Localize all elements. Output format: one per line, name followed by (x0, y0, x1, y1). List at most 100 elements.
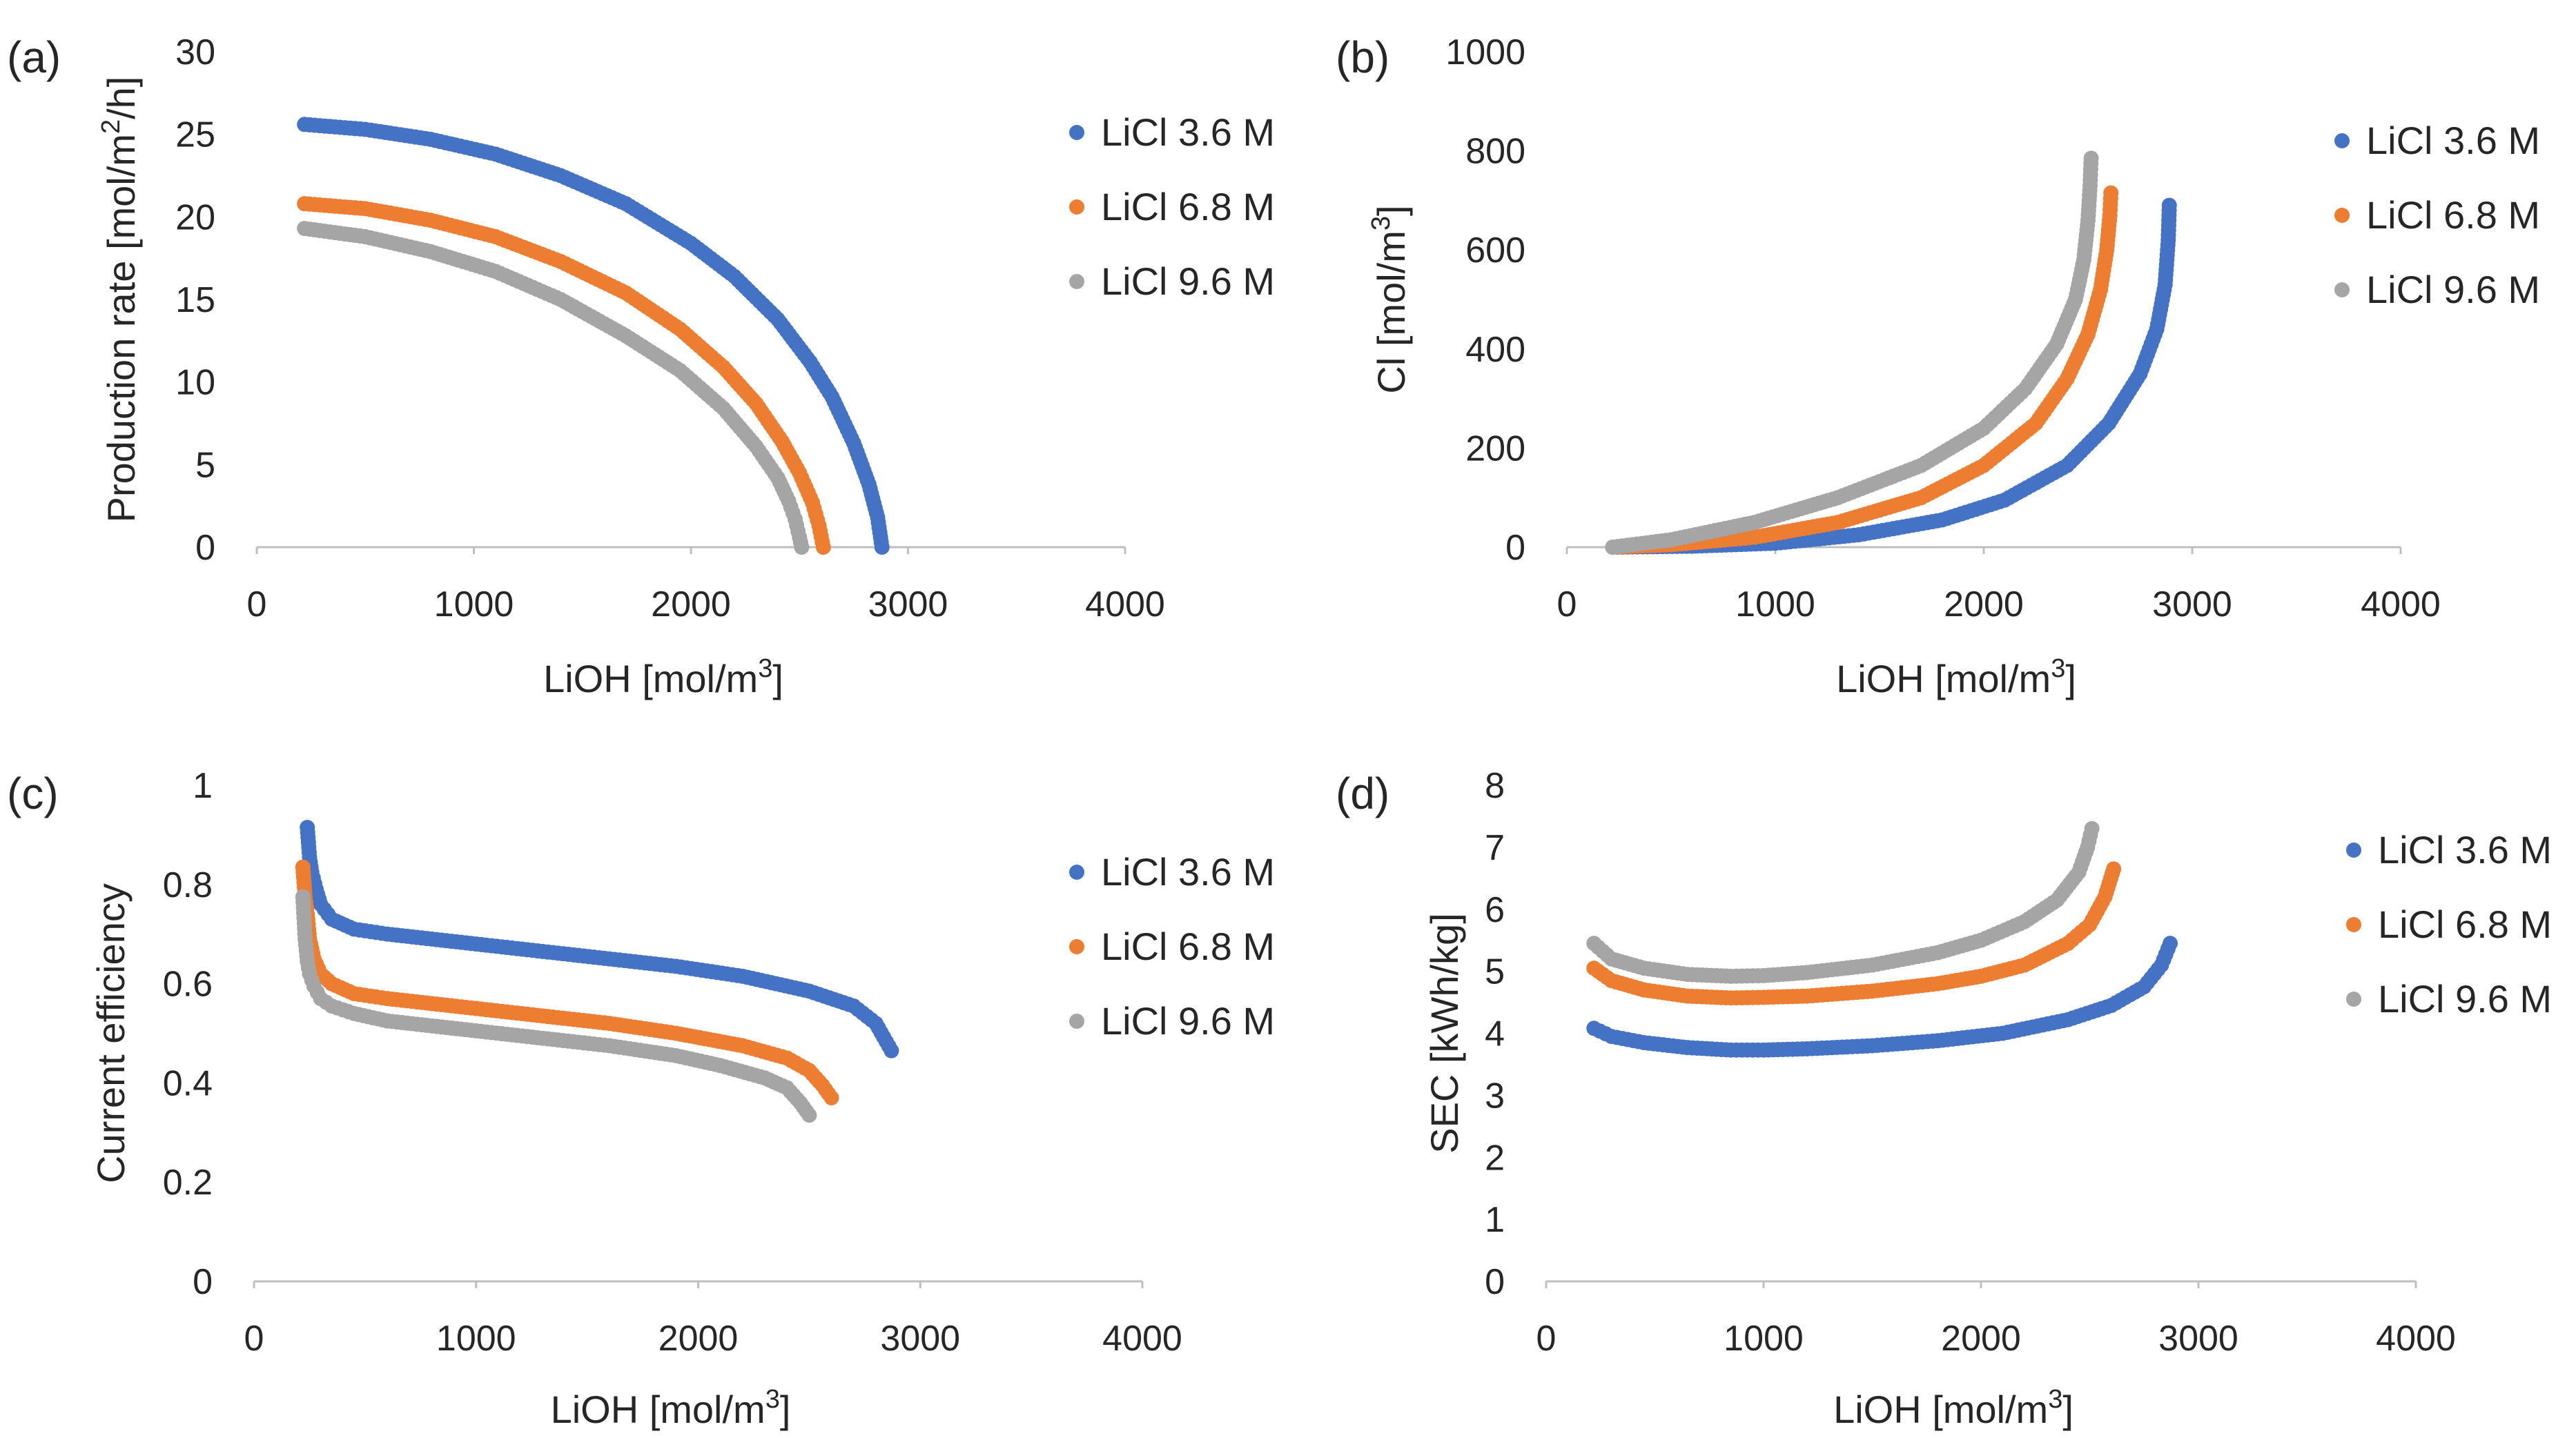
panel-d-ytick-7: 7 (1485, 828, 1505, 868)
panel-b-points (1605, 150, 2177, 555)
panel-a-xtick-3: 3000 (868, 584, 948, 624)
panel-c-xtick-labels: 0 1000 2000 3000 4000 (244, 1281, 1182, 1359)
panel-b-ytick-0: 0 (1505, 528, 1525, 568)
panel-b-ytick-2: 400 (1465, 330, 1525, 370)
panel-b-y-title: Cl [mol/m3] (1367, 205, 1413, 393)
panel-a-y-title: Production rate [mol/m2/h] (97, 77, 143, 523)
panel-d-legend-marker-2 (2346, 917, 2361, 932)
panel-c-series-3-marker (297, 926, 313, 942)
panel-a-series-2-marker (814, 534, 830, 550)
panel-d-xtick-labels: 0 1000 2000 3000 4000 (1536, 1281, 2456, 1359)
panel-a-ytick-2: 10 (175, 363, 215, 403)
panel-a-ytick-3: 15 (175, 280, 215, 320)
panel-c-series-2-marker (821, 1085, 837, 1101)
panel-c-ytick-labels: 0 0.2 0.4 0.6 0.8 1 (163, 766, 213, 1302)
panel-c-ytick-5: 1 (193, 766, 213, 806)
panel-d-xtick-1: 1000 (1724, 1319, 1804, 1359)
panel-b-legend-marker-3 (2334, 282, 2350, 297)
panel-c-legend-marker-2 (1069, 939, 1084, 954)
panel-b-legend-label-3: LiCl 9.6 M (2366, 268, 2540, 311)
panel-a-xtick-2: 2000 (651, 584, 731, 624)
panel-b-xtick-1: 1000 (1735, 584, 1815, 624)
panel-c-series-3-marker (309, 985, 325, 1001)
panel-b-ytick-labels: 0 200 400 600 800 1000 (1445, 32, 1525, 568)
panel-a-x-title: LiOH [mol/m3] (543, 654, 783, 700)
panel-d-xtick-2: 2000 (1941, 1319, 2021, 1359)
panel-a-legend-marker-3 (1069, 274, 1084, 289)
panel-a-xtick-1: 1000 (434, 584, 514, 624)
panel-c-series-1-marker (881, 1038, 897, 1054)
panel-a-series-3-marker (792, 534, 808, 550)
panel-a-ytick-4: 20 (175, 197, 215, 237)
panel-d-ytick-8: 8 (1485, 766, 1505, 806)
panel-b-legend-label-2: LiCl 6.8 M (2366, 193, 2540, 237)
panel-c-ytick-1: 0.2 (163, 1163, 213, 1203)
panel-a-legend-label-2: LiCl 6.8 M (1101, 185, 1275, 228)
panel-c-ytick-0: 0 (193, 1262, 213, 1302)
panel-b-label: (b) (1336, 32, 1389, 82)
panel-c-legend-label-2: LiCl 6.8 M (1101, 925, 1275, 968)
panel-d: (d) 0 1 2 3 4 5 6 7 8 0 1000 2000 3000 4000 LiOH [mo… (1336, 766, 2552, 1431)
panel-b-ytick-1: 200 (1465, 429, 1525, 469)
panel-c-xtick-3: 3000 (880, 1319, 960, 1359)
panel-d-series-2-marker (2105, 866, 2120, 882)
panel-d-ytick-3: 3 (1485, 1076, 1505, 1116)
panel-d-label: (d) (1336, 769, 1389, 818)
panel-a-legend-label-3: LiCl 9.6 M (1101, 259, 1275, 303)
panel-c-series-3-marker (299, 948, 315, 964)
panel-a-ytick-labels: 0 5 10 15 20 25 30 (175, 32, 215, 568)
panel-d-ytick-4: 4 (1485, 1014, 1505, 1054)
panel-c-legend: LiCl 3.6 M LiCl 6.8 M LiCl 9.6 M (1069, 850, 1275, 1043)
panel-c-legend-marker-1 (1069, 865, 1084, 880)
panel-b-series-3-marker (2083, 156, 2099, 172)
panel-d-points (1586, 820, 2178, 1058)
panel-d-ytick-6: 6 (1485, 890, 1505, 930)
panel-a-xtick-4: 4000 (1085, 584, 1165, 624)
panel-d-xtick-3: 3000 (2158, 1319, 2238, 1359)
panel-c-series-3-marker (799, 1103, 814, 1119)
panel-d-ytick-1: 1 (1485, 1200, 1505, 1240)
panel-b-xtick-labels: 0 1000 2000 3000 4000 (1557, 547, 2441, 624)
panel-d-x-title: LiOH [mol/m3] (1833, 1385, 2074, 1431)
panel-c-ytick-3: 0.6 (163, 965, 213, 1005)
panel-a-legend-marker-2 (1069, 199, 1084, 215)
panel-d-legend-label-2: LiCl 6.8 M (2378, 903, 2552, 946)
panel-c-xtick-2: 2000 (658, 1319, 739, 1359)
panel-d-y-title: SEC [kWh/kg] (1423, 913, 1466, 1154)
panel-b-legend-label-1: LiCl 3.6 M (2366, 119, 2540, 162)
panel-c-label: (c) (7, 769, 59, 818)
panel-b-legend-marker-1 (2334, 133, 2350, 148)
panel-c-series-3-marker (304, 972, 320, 988)
panel-c-ytick-2: 0.4 (163, 1063, 213, 1103)
panel-c-x-title: LiOH [mol/m3] (551, 1385, 791, 1431)
panel-d-ytick-labels: 0 1 2 3 4 5 6 7 8 (1485, 766, 1505, 1302)
panel-a-ytick-1: 5 (195, 445, 215, 485)
panel-c-xtick-0: 0 (244, 1319, 264, 1359)
panel-d-xtick-4: 4000 (2376, 1319, 2456, 1359)
panel-a-xtick-labels: 0 1000 2000 3000 4000 (247, 547, 1165, 624)
panel-d-series-1-marker (2160, 941, 2176, 957)
panel-d-ytick-0: 0 (1485, 1262, 1505, 1302)
panel-b-legend: LiCl 3.6 M LiCl 6.8 M LiCl 9.6 M (2334, 119, 2540, 311)
panel-c-ytick-4: 0.8 (163, 865, 213, 905)
panel-d-ytick-5: 5 (1485, 952, 1505, 992)
panel-c-xtick-1: 1000 (436, 1319, 516, 1359)
panel-d-xtick-0: 0 (1536, 1319, 1557, 1359)
panel-b-xtick-0: 0 (1557, 584, 1577, 624)
panel-b-series-2-marker (2102, 190, 2118, 206)
panel-c-legend-label-1: LiCl 3.6 M (1101, 850, 1275, 894)
panel-b-ytick-5: 1000 (1445, 32, 1525, 72)
panel-c-series-3-marker (300, 960, 316, 976)
panel-d-legend: LiCl 3.6 M LiCl 6.8 M LiCl 9.6 M (2346, 828, 2552, 1021)
panel-d-legend-marker-1 (2346, 843, 2361, 858)
panel-b-ytick-3: 600 (1465, 230, 1525, 270)
panel-a-legend-marker-1 (1069, 125, 1084, 140)
panel-a: (a) 0 5 10 15 20 25 30 0 1000 2000 3000 4000 LiOH … (7, 32, 1275, 700)
panel-a-label: (a) (7, 32, 61, 82)
panel-c: (c) 0 0.2 0.4 0.6 0.8 1 0 1000 2000 3000 4000 LiO… (7, 766, 1275, 1431)
panel-a-ytick-0: 0 (195, 528, 215, 568)
panel-a-series-1-marker (873, 534, 889, 550)
panel-b-ytick-4: 800 (1465, 132, 1525, 172)
panel-d-legend-label-3: LiCl 9.6 M (2378, 977, 2552, 1021)
